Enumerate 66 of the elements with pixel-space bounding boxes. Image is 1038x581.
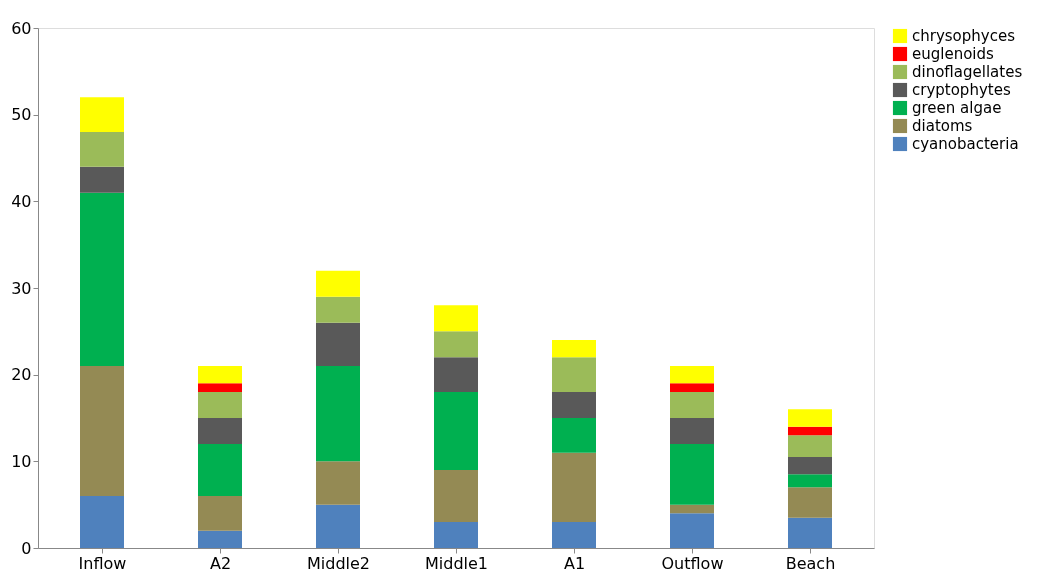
bar (316, 270, 360, 297)
bar (434, 470, 478, 522)
bar (80, 166, 124, 193)
bar (316, 461, 360, 505)
bar (552, 340, 596, 358)
bar (788, 409, 832, 427)
x-tick-label: Middle2 (306, 553, 371, 573)
x-tick-label: Middle1 (424, 553, 489, 573)
bar (670, 392, 714, 418)
bar (316, 322, 360, 366)
bar (552, 392, 596, 418)
x-tick-label: Inflow (78, 553, 127, 573)
bar (788, 426, 832, 436)
legend-label: chrysophyces (912, 27, 1016, 45)
bar (552, 522, 596, 548)
bar (434, 305, 478, 332)
y-tick-label: 0 (21, 538, 32, 558)
legend-label: cyanobacteria (912, 135, 1019, 153)
bar (670, 383, 714, 392)
legend-label: green algae (912, 99, 1002, 117)
bar (552, 418, 596, 453)
y-tick-label: 30 (11, 278, 32, 298)
bar (80, 97, 124, 132)
bar (316, 504, 360, 548)
x-tick-label: Beach (785, 553, 836, 573)
y-tick-label: 20 (11, 365, 32, 385)
bar (788, 517, 832, 548)
y-tick-label: 40 (11, 191, 32, 211)
bar (670, 504, 714, 514)
bar (552, 357, 596, 392)
bar (198, 444, 242, 496)
bar (80, 366, 124, 496)
x-tick-label: A1 (563, 553, 586, 573)
bar (80, 132, 124, 167)
legend-label: diatoms (912, 117, 973, 135)
bar (198, 383, 242, 392)
y-tick-label: 10 (11, 451, 32, 471)
bar (670, 513, 714, 548)
bar (788, 435, 832, 457)
legend-label: dinoflagellates (912, 63, 1023, 81)
bar (670, 418, 714, 444)
bar (788, 474, 832, 488)
legend-label: euglenoids (912, 45, 995, 63)
bar (434, 522, 478, 548)
y-tick-label: 60 (11, 18, 32, 38)
bar (198, 366, 242, 384)
bar (198, 530, 242, 548)
bar (434, 357, 478, 392)
bar (434, 331, 478, 358)
bar (198, 392, 242, 418)
bar (434, 392, 478, 470)
x-tick-label: A2 (209, 553, 232, 573)
bar (80, 496, 124, 548)
bar (788, 457, 832, 475)
x-tick-label: Outflow (661, 553, 724, 573)
legend-label: cryptophytes (912, 81, 1011, 99)
bar (670, 366, 714, 384)
bar (316, 296, 360, 323)
bar (788, 487, 832, 518)
bar (198, 418, 242, 444)
bar (552, 452, 596, 522)
y-tick-label: 50 (11, 105, 32, 125)
bar (670, 444, 714, 505)
bar (316, 366, 360, 462)
bar (80, 192, 124, 366)
bar (198, 496, 242, 531)
